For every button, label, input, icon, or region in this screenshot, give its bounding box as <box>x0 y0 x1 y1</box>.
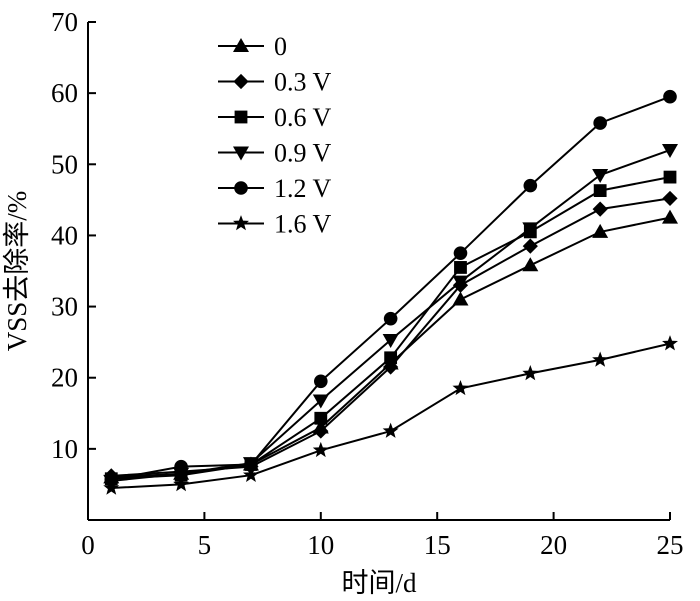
legend-item: 1.2 V <box>218 174 332 203</box>
data-point <box>314 411 328 425</box>
legend-item: 0.3 V <box>218 68 332 97</box>
data-point <box>103 479 120 495</box>
legend-marker <box>233 215 249 231</box>
legend-item: 0.9 V <box>218 139 332 168</box>
x-tick-label: 25 <box>657 530 684 560</box>
x-tick-label: 0 <box>81 530 95 560</box>
x-tick-label: 20 <box>540 530 567 560</box>
series-line <box>111 95 671 481</box>
series-4 <box>104 89 677 487</box>
legend-marker <box>233 73 249 90</box>
series-5 <box>103 335 678 495</box>
axes: 10 20 30 40 50 60 70 0 5 10 15 20 25 <box>51 7 684 560</box>
data-point <box>592 351 609 367</box>
legend-label: 0.3 V <box>274 68 332 97</box>
data-point <box>592 201 608 217</box>
legend-label: 0 <box>274 32 287 61</box>
data-point <box>522 238 538 254</box>
data-point <box>382 422 399 438</box>
data-point <box>522 257 539 272</box>
data-point <box>173 476 190 492</box>
y-tick-label: 60 <box>51 78 78 108</box>
data-point <box>592 223 609 238</box>
legend-marker <box>233 38 249 52</box>
legend-label: 0.9 V <box>274 139 332 168</box>
legend-item: 0 <box>218 32 287 61</box>
legend-marker <box>233 146 249 161</box>
legend-label: 1.2 V <box>274 174 332 203</box>
data-point <box>523 178 538 193</box>
series-layer <box>103 89 678 495</box>
y-tick-label: 40 <box>51 220 78 250</box>
data-point <box>313 423 329 439</box>
y-tick-label: 20 <box>51 363 78 393</box>
x-tick-label: 5 <box>198 530 212 560</box>
data-point <box>662 144 678 159</box>
data-point <box>312 394 329 409</box>
legend-marker <box>234 181 248 195</box>
data-point <box>663 89 677 104</box>
data-point <box>663 170 677 184</box>
data-point <box>662 190 678 207</box>
data-point <box>454 261 467 274</box>
series-3 <box>103 144 678 489</box>
data-point <box>383 311 398 326</box>
data-point <box>384 351 398 365</box>
data-point <box>522 222 539 237</box>
legend-item: 1.6 V <box>218 210 332 239</box>
data-point <box>592 168 609 183</box>
legend-label: 0.6 V <box>274 103 332 132</box>
y-tick-label: 50 <box>51 149 78 179</box>
data-point <box>453 246 468 261</box>
data-point <box>104 472 119 487</box>
y-axis-title: VSS去除率/% <box>2 191 32 352</box>
data-point <box>452 379 469 396</box>
y-tick-label: 10 <box>51 434 78 464</box>
data-point <box>452 291 469 306</box>
data-point <box>452 275 469 290</box>
series-2 <box>104 170 677 486</box>
y-tick-label: 70 <box>51 7 78 37</box>
x-axis-title: 时间/d <box>341 568 417 598</box>
legend: 0 0.3 V 0.6 V 0.9 V 1.2 V 1.6 V <box>218 32 332 239</box>
data-point <box>593 184 607 198</box>
data-point <box>382 334 399 349</box>
data-point <box>662 335 678 351</box>
data-point <box>242 466 259 482</box>
legend-label: 1.6 V <box>274 210 332 239</box>
data-point <box>312 441 329 458</box>
data-point <box>522 365 539 381</box>
data-point <box>662 209 678 224</box>
y-tick-label: 30 <box>51 292 78 322</box>
data-point <box>593 116 607 130</box>
data-point <box>174 459 188 474</box>
data-point <box>314 374 328 389</box>
legend-item: 0.6 V <box>218 103 332 132</box>
x-tick-label: 15 <box>424 530 451 560</box>
legend-marker <box>234 110 248 124</box>
data-point <box>244 457 258 472</box>
x-tick-label: 10 <box>307 530 334 560</box>
